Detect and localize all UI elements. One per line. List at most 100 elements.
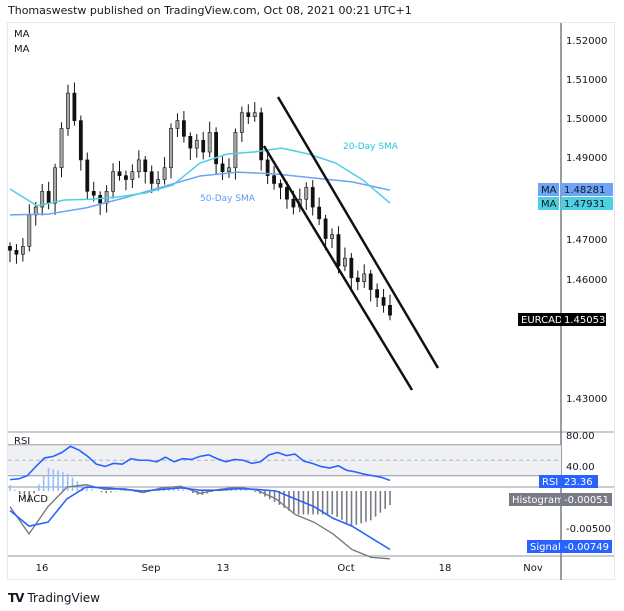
candle-down	[117, 171, 122, 176]
channel-upper-trendline	[276, 96, 440, 369]
legend-ma-1[interactable]: MA	[14, 29, 30, 40]
candle-up	[111, 171, 115, 192]
signal-value: -0.00749	[561, 540, 612, 553]
candle-up	[343, 257, 347, 267]
price-tick: 1.49000	[566, 153, 608, 164]
histogram-value: -0.00051	[561, 493, 612, 506]
chart-frame	[7, 22, 615, 580]
candle-down	[91, 191, 96, 196]
candle-down	[149, 171, 154, 184]
macd-title[interactable]: MACD	[18, 494, 48, 505]
candle-up	[233, 132, 238, 169]
candle-down	[388, 305, 392, 316]
candle-up	[304, 187, 309, 200]
sma50-annotation: 50-Day SMA	[200, 194, 255, 204]
time-tick: Nov	[523, 563, 543, 574]
time-tick: Sep	[141, 563, 161, 574]
candle-down	[143, 159, 148, 172]
candle-down	[220, 163, 225, 172]
candle-up	[239, 112, 244, 133]
sma20-line	[9, 147, 391, 207]
macd-tick: -0.00500	[566, 524, 611, 535]
sma20-tag: MA	[538, 197, 560, 210]
candle-down	[272, 175, 276, 184]
candle-down	[310, 187, 315, 208]
channel-lower-trendline	[262, 145, 414, 391]
tradingview-logo[interactable]: TV TradingView	[8, 591, 100, 605]
rsi-tick: 80.00	[566, 431, 595, 442]
price-tick: 1.50000	[566, 114, 608, 125]
signal-tag: Signal	[527, 540, 564, 553]
candle-down	[291, 198, 296, 208]
candle-up	[136, 159, 141, 172]
sma50-value: 1.48281	[561, 183, 613, 196]
time-tick: Oct	[337, 563, 355, 574]
candle-up	[40, 191, 45, 208]
sma20-value: 1.47931	[561, 197, 613, 210]
candle-down	[375, 289, 380, 298]
rsi-tick: 40.00	[566, 462, 595, 473]
candle-down	[72, 92, 77, 121]
candle-down	[355, 277, 360, 283]
candle-up	[194, 139, 199, 149]
candle-down	[368, 273, 373, 290]
candle-down	[124, 175, 128, 180]
brand-name: TradingView	[27, 591, 100, 605]
rsi-value: 23.36	[561, 475, 598, 488]
candle-down	[265, 159, 270, 176]
rsi-tag: RSI	[539, 475, 562, 488]
candle-up	[175, 120, 180, 129]
candle-down	[381, 297, 386, 306]
macd-line	[9, 484, 391, 560]
candle-up	[20, 246, 25, 255]
histogram-tag: Histogram	[509, 493, 567, 506]
price-tick: 1.43000	[566, 394, 608, 405]
signal-line	[9, 486, 391, 551]
candle-down	[46, 191, 51, 204]
publish-header: Thomaswestw published on TradingView.com…	[8, 4, 412, 17]
candle-down	[8, 246, 12, 251]
candle-up	[330, 234, 334, 239]
candle-down	[246, 112, 251, 117]
rsi-line	[9, 445, 391, 482]
tradingview-logo-icon: TV	[8, 591, 25, 605]
sma20-annotation: 20-Day SMA	[343, 142, 398, 152]
candle-up	[27, 214, 32, 247]
legend-ma-2[interactable]: MA	[14, 44, 30, 55]
candle-up	[59, 128, 64, 169]
candle-up	[252, 112, 257, 117]
candle-down	[349, 257, 354, 279]
candle-up	[362, 273, 367, 283]
candle-up	[66, 92, 70, 129]
price-tick: 1.46000	[566, 275, 608, 286]
price-tick: 1.52000	[566, 36, 608, 47]
candle-up	[169, 128, 173, 169]
candle-up	[207, 132, 212, 153]
candle-up	[227, 167, 231, 172]
time-tick: 18	[438, 563, 452, 574]
candle-down	[285, 187, 289, 200]
candle-up	[156, 179, 161, 184]
candle-up	[53, 167, 57, 204]
symbol-tag: EURCAD	[518, 313, 566, 326]
candle-down	[259, 112, 264, 161]
candle-up	[130, 171, 135, 180]
price-tick: 1.51000	[566, 75, 608, 86]
last-price-value: 1.45053	[561, 313, 606, 326]
sma50-tag: MA	[538, 183, 560, 196]
candle-down	[214, 132, 219, 165]
candle-up	[162, 167, 167, 180]
candle-down	[181, 120, 186, 137]
candle-down	[78, 120, 83, 161]
candle-down	[85, 159, 90, 192]
candle-down	[201, 139, 206, 153]
candle-down	[278, 183, 283, 188]
candle-down	[188, 136, 193, 149]
time-tick: 13	[216, 563, 230, 574]
time-tick: 16	[35, 563, 49, 574]
candle-down	[317, 206, 322, 220]
rsi-title[interactable]: RSI	[14, 436, 31, 447]
price-tick: 1.47000	[566, 235, 608, 246]
